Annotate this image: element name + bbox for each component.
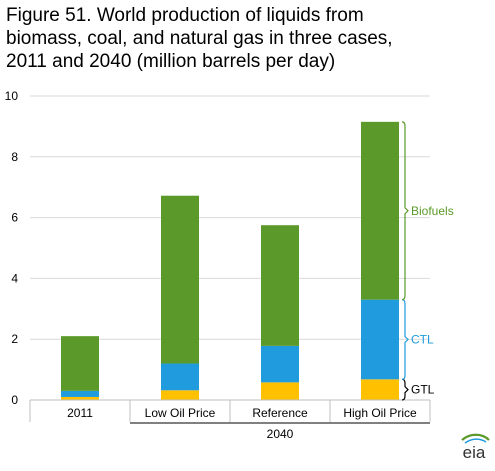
- y-axis-tick-labels: 0 2 4 6 8 10: [5, 89, 19, 407]
- bar-ctl-3: [361, 299, 399, 380]
- bar-biofuels-3: [361, 121, 399, 300]
- series-brackets-legend: GTL CTL Biofuels: [401, 121, 454, 401]
- y-tick-label-2: 2: [11, 332, 18, 346]
- title-line-3: 2011 and 2040 (million barrels per day): [6, 51, 336, 72]
- bar-biofuels-1: [161, 195, 199, 364]
- y-tick-label-0: 0: [11, 393, 18, 407]
- bar-gtl-0: [61, 396, 99, 400]
- eia-logo-swoosh-2: [464, 438, 487, 444]
- legend-bracket-ctl: [401, 299, 409, 380]
- eia-logo-swoosh: [461, 433, 490, 441]
- eia-logo: eia: [461, 433, 490, 462]
- title-line-1: Figure 51. World production of liquids f…: [6, 5, 364, 26]
- bar-gtl-2: [261, 382, 299, 400]
- bar-ctl-0: [61, 390, 99, 397]
- legend-bracket-gtl: [401, 378, 409, 401]
- bar-biofuels-0: [61, 336, 99, 391]
- legend-label-ctl: CTL: [411, 333, 434, 347]
- y-tick-label-8: 8: [11, 150, 18, 164]
- x-axis-category-labels: 2011 Low Oil Price Reference High Oil Price: [29, 400, 431, 422]
- legend-label-biofuels: Biofuels: [411, 204, 454, 218]
- y-tick-label-4: 4: [11, 271, 18, 285]
- bar-ctl-1: [161, 363, 199, 391]
- bar-ctl-2: [261, 345, 299, 383]
- legend-label-gtl: GTL: [411, 383, 435, 397]
- bar-gtl-1: [161, 390, 199, 400]
- eia-logo-text: eia: [463, 443, 486, 462]
- group-label-2040: 2040: [267, 427, 294, 441]
- bar-biofuels-2: [261, 225, 299, 346]
- y-tick-label-10: 10: [5, 89, 19, 103]
- y-tick-label-6: 6: [11, 211, 18, 225]
- bar-gtl-3: [361, 379, 399, 400]
- x-axis-group: 2040: [130, 422, 430, 441]
- x-category-label-1: Low Oil Price: [145, 406, 216, 420]
- bars: [61, 121, 399, 400]
- legend-bracket-biofuels: [401, 121, 409, 301]
- chart-title: Figure 51. World production of liquids f…: [6, 4, 486, 73]
- x-category-label-0: 2011: [67, 406, 93, 420]
- x-category-label-2: Reference: [252, 406, 308, 420]
- title-line-2: biomass, coal, and natural gas in three …: [6, 28, 393, 49]
- x-category-label-3: High Oil Price: [343, 406, 417, 420]
